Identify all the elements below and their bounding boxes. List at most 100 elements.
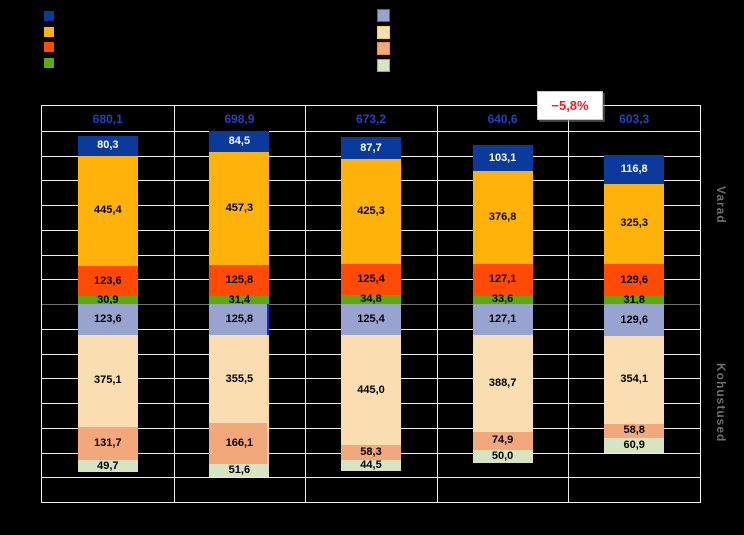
highlight-edge-yellow (267, 335, 270, 465)
segment-value-label: 31,8 (623, 293, 645, 306)
segment-value-label: 376,8 (488, 211, 517, 224)
segment-value-label: 125,4 (357, 313, 385, 326)
segment-value-label: 123,6 (94, 312, 122, 325)
bar-segment-peach: 354,1 (604, 336, 665, 424)
change-annotation-text: −5,8% (551, 98, 589, 113)
bar-segment-orange-red: 127,1 (472, 264, 533, 296)
bar-segment-orange: 325,3 (604, 183, 665, 265)
bar-segment-peach: 355,5 (209, 335, 270, 424)
bar-segment-orange-red: 129,6 (604, 264, 665, 297)
bar-segment-lavender: 125,4 (341, 304, 401, 336)
segment-value-label: 123,6 (94, 274, 122, 287)
bar-segment-salmon: 131,7 (77, 427, 138, 461)
segment-value-label: 325,3 (620, 217, 648, 230)
bar-segment-dark-blue: 87,7 (341, 137, 401, 160)
bar-segment-salmon: 58,3 (341, 445, 401, 460)
total-label: 673,2 (355, 112, 387, 126)
legend-swatch-dark-blue (44, 11, 54, 21)
segment-value-label: 49,7 (97, 459, 119, 472)
segment-value-label: 125,4 (357, 273, 385, 286)
bar-segment-peach: 388,7 (472, 335, 533, 432)
segment-value-label: 50,0 (491, 449, 514, 462)
segment-value-label: 125,8 (225, 313, 254, 326)
segment-value-label: 445,4 (94, 204, 122, 217)
legend-swatch-salmon (377, 42, 390, 55)
segment-value-label: 129,6 (620, 313, 648, 326)
category-separator (568, 106, 570, 502)
segment-value-label: 74,9 (491, 434, 514, 447)
total-label: 680,1 (92, 112, 123, 126)
bar-segment-orange: 425,3 (341, 159, 401, 265)
segment-value-label: 58,3 (360, 445, 382, 458)
category-separator (173, 106, 175, 502)
segment-value-label: 445,0 (357, 383, 385, 396)
segment-value-label: 355,5 (225, 372, 254, 385)
segment-value-label: 51,6 (228, 464, 251, 477)
segment-value-label: 34,8 (360, 293, 382, 306)
bar-segment-orange-red: 125,8 (209, 265, 270, 297)
bar-segment-dark-blue: 103,1 (472, 145, 533, 171)
bar-segment-green: 31,4 (209, 293, 270, 306)
segment-value-label: 44,5 (360, 458, 382, 471)
bar-segment-green: 31,8 (604, 293, 665, 306)
bar-segment-peach: 445,0 (341, 335, 401, 446)
legend-swatch-light-green (377, 58, 390, 72)
segment-value-label: 58,8 (623, 424, 645, 437)
total-label: 640,6 (487, 112, 518, 126)
bar-segment-dark-blue: 80,3 (77, 135, 138, 156)
bar-segment-light-green: 51,6 (209, 464, 270, 477)
segment-value-label: 425,3 (357, 205, 385, 218)
gridline (42, 477, 700, 479)
bar-segment-light-green: 60,9 (604, 438, 665, 454)
bar-segment-lavender: 123,6 (77, 304, 138, 335)
segment-value-label: 60,9 (623, 439, 645, 452)
bar-segment-salmon: 166,1 (209, 423, 270, 465)
category-separator (436, 106, 438, 502)
bar-segment-salmon: 74,9 (472, 431, 533, 451)
total-label: 698,9 (224, 112, 255, 126)
bar-segment-light-green: 44,5 (341, 458, 401, 471)
segment-value-label: 375,1 (94, 374, 122, 387)
bar-segment-lavender: 129,6 (604, 304, 665, 337)
bar-segment-lavender: 127,1 (472, 304, 533, 336)
bar-segment-orange: 445,4 (77, 155, 138, 266)
bar-segment-dark-blue: 84,5 (209, 130, 270, 152)
legend-swatch-lavender (377, 9, 390, 22)
legend-swatch-orange-red (44, 42, 54, 53)
bar-segment-green: 33,6 (472, 294, 533, 305)
bar-segment-green: 30,9 (77, 294, 138, 305)
right-axis-label-varad: Varad (714, 186, 728, 224)
legend-swatch-peach (377, 25, 390, 39)
segment-value-label: 388,7 (488, 377, 517, 390)
bar-segment-orange: 376,8 (472, 170, 533, 265)
segment-value-label: 129,6 (620, 273, 648, 286)
segment-value-label: 103,1 (488, 151, 517, 164)
segment-value-label: 80,3 (97, 139, 119, 152)
legend-swatch-orange (44, 26, 54, 37)
segment-value-label: 166,1 (225, 437, 254, 450)
change-annotation: −5,8% (537, 91, 603, 120)
segment-value-label: 127,1 (488, 273, 517, 286)
bar-segment-peach: 375,1 (77, 334, 138, 428)
segment-value-label: 84,5 (228, 134, 251, 147)
segment-value-label: 125,8 (225, 274, 254, 287)
category-separator (305, 106, 307, 502)
bar-segment-salmon: 58,8 (604, 423, 665, 439)
bar-segment-lavender: 125,8 (209, 304, 270, 336)
segment-value-label: 354,1 (620, 373, 648, 386)
bar-segment-orange: 457,3 (209, 151, 270, 266)
bar-segment-light-green: 50,0 (472, 449, 533, 463)
bar-segment-dark-blue: 116,8 (604, 154, 665, 184)
legend-swatch-green (44, 58, 54, 69)
total-label: 603,3 (619, 112, 650, 126)
bar-segment-orange-red: 123,6 (77, 265, 138, 297)
bar-segment-green: 34,8 (341, 293, 401, 306)
segment-value-label: 457,3 (225, 201, 254, 214)
highlight-edge-blue (267, 304, 270, 336)
segment-value-label: 131,7 (94, 437, 122, 450)
segment-value-label: 116,8 (620, 162, 648, 175)
segment-value-label: 31,4 (228, 293, 251, 306)
right-axis-label-kohustused: Kohustused (714, 363, 728, 443)
segment-value-label: 87,7 (360, 141, 382, 154)
